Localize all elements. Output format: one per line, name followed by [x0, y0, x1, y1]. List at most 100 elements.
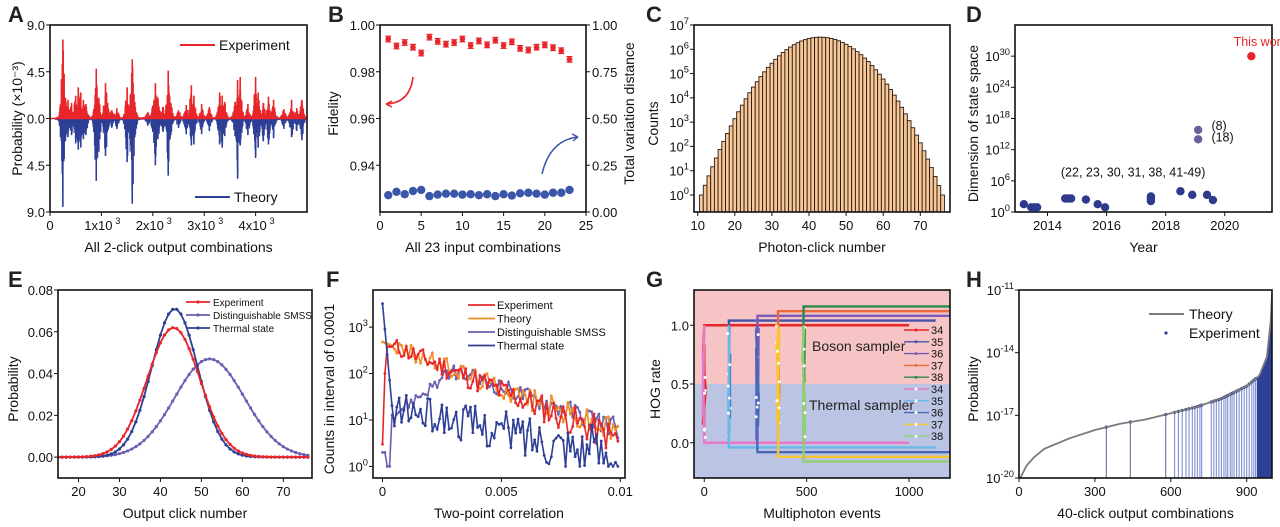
- panel-label-B: B: [328, 2, 344, 27]
- series-line: [381, 338, 619, 449]
- experiment-dense-stems: [1256, 294, 1272, 478]
- tvd-point: [507, 191, 517, 200]
- x-tick-label: 600: [1160, 484, 1182, 499]
- panel-label-G: G: [646, 267, 663, 292]
- x-tick-exponent: 3: [115, 216, 120, 226]
- histogram-bar: [832, 39, 838, 213]
- fidelity-point: [484, 42, 490, 48]
- tvd-point: [548, 188, 558, 197]
- x-tick-label: 20: [538, 218, 552, 233]
- fidelity-point: [451, 39, 457, 46]
- fidelity-point: [467, 42, 474, 49]
- y-tick-label: 0.0: [27, 112, 45, 127]
- fidelity-point: [426, 34, 433, 40]
- x-tick-label: 30: [765, 218, 779, 233]
- x-tick-label: 25: [579, 218, 593, 233]
- y-tick-label: 0.25: [592, 158, 617, 173]
- histogram-bar: [777, 55, 782, 213]
- panel-e: E 20 30 40 50 60 70 Output click number 0.00 0.02…: [5, 267, 313, 521]
- tvd-point: [532, 189, 541, 198]
- histogram-bar: [869, 65, 875, 213]
- y-tick-label: 0.00: [28, 450, 53, 465]
- x-tick-label: 2020: [1210, 218, 1239, 233]
- fidelity-point: [542, 42, 548, 48]
- histogram-bar: [936, 185, 942, 213]
- x-tick-label: 1x10: [84, 218, 112, 233]
- fidelity-point: [401, 39, 408, 46]
- fidelity-point: [434, 38, 441, 45]
- y-tick-label: 0.50: [592, 112, 617, 127]
- legend-label-experiment: Experiment: [219, 37, 290, 53]
- histogram-bar: [825, 37, 830, 213]
- histogram-bar: [791, 44, 797, 213]
- tvd-point: [458, 190, 467, 199]
- legend-label: 38: [931, 372, 943, 384]
- legend-label: 37: [931, 360, 943, 372]
- x-tick-label: 0.005: [485, 484, 518, 499]
- y-tick-label: 10-17: [986, 406, 1014, 423]
- data-point: [756, 333, 760, 337]
- x-tick-label: 15: [496, 218, 510, 233]
- fidelity-point: [533, 44, 540, 51]
- series-thermal-34: [701, 325, 910, 444]
- histogram-bar: [828, 37, 834, 213]
- tvd-point: [499, 190, 508, 199]
- histogram-bar: [747, 92, 752, 213]
- histogram-bar: [851, 48, 856, 213]
- fidelity-point: [566, 56, 573, 63]
- data-point: [754, 415, 758, 419]
- histogram-bar: [725, 133, 730, 213]
- y-tick-label: 4.5: [27, 65, 45, 80]
- histogram-bar: [739, 104, 745, 213]
- data-point: [703, 391, 707, 395]
- data-point: [703, 376, 707, 380]
- y-tick-label: 1030: [985, 47, 1010, 64]
- legend-label: 37: [931, 419, 943, 431]
- y-axis-label: Counts in interval of 0.0001: [321, 304, 337, 475]
- panel-label-F: F: [326, 267, 339, 292]
- x-tick-label: 300: [1084, 484, 1106, 499]
- x-tick-label: 2014: [1033, 218, 1062, 233]
- legend-label: Experiment: [213, 298, 264, 309]
- y-tick-label: 9.0: [27, 18, 45, 33]
- plot-area: [1019, 294, 1272, 478]
- y-tick-label: 10-11: [987, 281, 1014, 298]
- y-tick-label: 0.08: [28, 283, 53, 298]
- histogram-bar: [717, 149, 723, 213]
- legend-label: 35: [931, 337, 943, 349]
- x-tick-exponent: 3: [167, 216, 172, 226]
- legend-label-theory: Theory: [1189, 306, 1233, 322]
- y-tick-label: 101: [669, 162, 689, 179]
- panel-label-H: H: [966, 267, 982, 292]
- x-tick-label: 2x10: [136, 218, 164, 233]
- x-tick-label: 0: [376, 218, 383, 233]
- x-tick-label: 20: [728, 218, 742, 233]
- fidelity-point: [492, 37, 499, 43]
- histogram-bar: [784, 49, 790, 213]
- tvd-point: [425, 191, 434, 201]
- legend-marker: [196, 313, 200, 317]
- data-point: [1188, 190, 1197, 200]
- histogram-bar: [817, 36, 823, 213]
- x-axis-label: Multiphoton events: [763, 505, 881, 521]
- histogram-bar: [806, 38, 812, 213]
- data-point: [777, 406, 781, 410]
- y-tick-label: 0.98: [350, 65, 375, 80]
- fidelity-point: [517, 45, 523, 52]
- plot-area: [381, 302, 620, 469]
- fidelity-point: [500, 42, 507, 49]
- y-tick-label: 100: [669, 186, 689, 203]
- y-axis-label: Fidelity: [325, 91, 341, 135]
- legend-label-experiment: Experiment: [1189, 325, 1260, 341]
- series-thermal-state: [381, 302, 620, 469]
- x-tick-label: 4x10: [238, 218, 266, 233]
- tvd-point: [515, 189, 525, 198]
- histogram-bar: [903, 113, 908, 213]
- panel-label-D: D: [966, 2, 982, 27]
- fidelity-point: [393, 43, 400, 49]
- histogram-bar: [788, 46, 793, 213]
- plot-frame: [372, 289, 626, 479]
- histogram-bar: [795, 42, 801, 213]
